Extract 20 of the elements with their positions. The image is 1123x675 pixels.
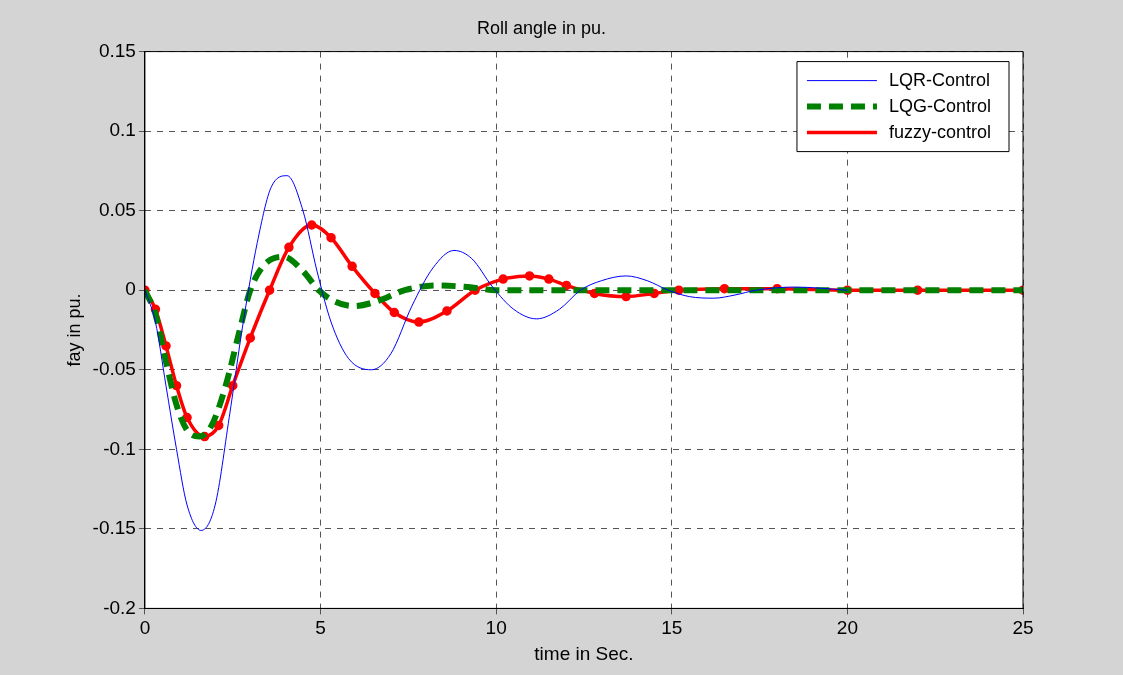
x-tick-label: 10 xyxy=(485,617,507,639)
y-tick-label: -0.2 xyxy=(103,596,136,618)
x-tick-label: 20 xyxy=(836,617,858,639)
y-tick-label: -0.15 xyxy=(92,517,136,539)
y-tick-label: 0.15 xyxy=(98,39,136,61)
x-axis-title: time in Sec. xyxy=(534,642,634,664)
x-tick-label: 25 xyxy=(1012,617,1034,639)
y-tick-label: -0.05 xyxy=(92,358,136,380)
legend-label: LQR-Control xyxy=(888,69,990,90)
x-tick-label: 5 xyxy=(315,617,326,639)
y-tick-label: 0.05 xyxy=(98,198,136,220)
legend-label: fuzzy-control xyxy=(888,121,992,142)
x-tick-label: 0 xyxy=(139,617,151,639)
x-tick-label: 15 xyxy=(661,617,683,639)
legend-label: LQG-Control xyxy=(888,95,992,116)
y-tick-label: 0.1 xyxy=(109,119,136,141)
y-tick-label: -0.1 xyxy=(103,437,136,459)
y-axis-title: fay in pu. xyxy=(63,293,84,367)
chart-title: Roll angle in pu. xyxy=(476,17,607,38)
y-tick-label: 0 xyxy=(125,278,136,300)
